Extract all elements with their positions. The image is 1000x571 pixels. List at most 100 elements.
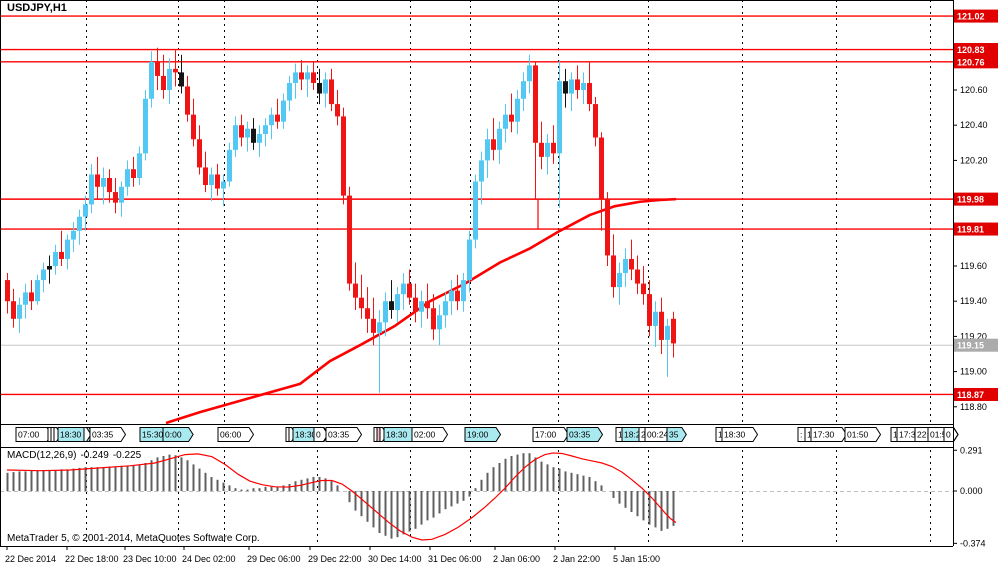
time-flag[interactable]: 17:00 xyxy=(532,427,570,442)
flag-time-label: 18:30 xyxy=(60,430,82,440)
candle-body xyxy=(503,114,508,129)
flag-time-label: 17:00 xyxy=(535,430,557,440)
flag-time-label: 03:35 xyxy=(328,430,350,440)
candle-body xyxy=(587,82,592,105)
candle-body xyxy=(77,216,82,231)
time-flag[interactable]: 01:50 xyxy=(844,427,882,442)
time-flag[interactable]: 07:00 xyxy=(15,427,53,442)
candle-body xyxy=(599,137,604,200)
candle-body xyxy=(209,174,214,186)
flag-time-label: 15:30 xyxy=(142,430,164,440)
price-badge-120.76-text: 120.76 xyxy=(957,57,985,67)
time-axis-label: 2 Jan 06:00 xyxy=(493,554,540,564)
time-flag[interactable]: 03:35 xyxy=(325,427,363,442)
time-flag[interactable] xyxy=(83,427,92,442)
candle-body xyxy=(347,195,352,284)
flag-time-label: 0:00 xyxy=(165,430,182,440)
candle-body xyxy=(377,322,382,333)
candles[interactable] xyxy=(5,47,676,393)
candle-body xyxy=(557,81,562,154)
macd-signal-value: -0.225 xyxy=(112,450,142,461)
price-axis-label: 118.80 xyxy=(960,402,987,412)
candle-body xyxy=(65,239,70,259)
candle-body xyxy=(455,290,460,302)
candle-body xyxy=(221,181,226,189)
flag-time-label: 1 xyxy=(893,430,898,440)
candle-body xyxy=(401,283,406,295)
time-flag[interactable]: 03:35 xyxy=(566,427,604,442)
current-price-badge-text: 119.15 xyxy=(957,341,984,351)
candle-body xyxy=(239,125,244,138)
time-flag[interactable]: 17:30 xyxy=(810,427,848,442)
candle-body xyxy=(425,301,430,309)
macd-panel[interactable] xyxy=(0,452,953,547)
flag-time-label: 00:24 xyxy=(647,430,669,440)
price-axis-label: 119.20 xyxy=(960,331,987,341)
price-axis-label: 120.60 xyxy=(960,85,988,95)
candle-body xyxy=(29,292,34,302)
candle-body xyxy=(155,61,160,76)
candle-body xyxy=(107,178,112,193)
candle-body xyxy=(167,68,172,90)
candle-body xyxy=(407,283,412,298)
candle-body xyxy=(563,81,568,94)
candle-body xyxy=(389,301,394,310)
current-price-badge: 119.15 xyxy=(954,338,998,352)
macd-axis-label: 0.291 xyxy=(960,445,983,455)
macd-signal-line xyxy=(6,452,677,541)
flag-time-label: 02:00 xyxy=(414,430,436,440)
candle-body xyxy=(227,149,232,182)
time-flag[interactable]: 06:00 xyxy=(217,427,255,442)
candle-body xyxy=(119,186,124,203)
time-axis[interactable]: 22 Dec 2014 22 Dec 18:00 23 Dec 10:00 24 De… xyxy=(5,546,660,564)
time-flag[interactable]: 19:00 xyxy=(464,427,502,442)
flag-time-label: 1 xyxy=(807,430,812,440)
candle-body xyxy=(527,65,532,82)
flag-time-label: 35 xyxy=(669,430,679,440)
candle-body xyxy=(581,82,586,90)
flag-time-label: 03:35 xyxy=(92,430,114,440)
time-axis-label: 30 Dec 14:00 xyxy=(368,554,422,564)
candle-body xyxy=(83,204,88,217)
price-axis-label: 120.40 xyxy=(960,120,988,130)
time-flag[interactable]: 0:00 xyxy=(162,427,194,442)
time-flag[interactable]: 0 xyxy=(943,427,959,442)
time-flag[interactable]: 18:30 xyxy=(721,427,759,442)
candle-body xyxy=(305,72,310,80)
candle-body xyxy=(551,142,556,154)
time-axis-label: 22 Dec 2014 xyxy=(5,554,56,564)
price-badge-118.87: 118.87 xyxy=(954,387,998,401)
candle-body xyxy=(203,167,208,186)
price-level-lines[interactable] xyxy=(0,15,953,396)
candle-body xyxy=(575,79,580,90)
candle-body xyxy=(113,192,118,203)
time-flag[interactable]: 03:35 xyxy=(89,427,127,442)
candle-body xyxy=(311,72,316,83)
flag-time-label: 19:00 xyxy=(467,430,489,440)
candle-body xyxy=(293,72,298,83)
candle-body xyxy=(479,160,484,182)
price-badge-121.02-text: 121.02 xyxy=(957,12,985,22)
candle-body xyxy=(413,297,418,312)
macd-axis-label: -0.374 xyxy=(960,538,986,548)
candle-body xyxy=(71,230,76,240)
macd-name: MACD(12,26,9) xyxy=(7,450,77,461)
candle-body xyxy=(251,128,256,143)
flag-time-label: 22: xyxy=(917,430,929,440)
candle-body xyxy=(161,75,166,90)
candle-body xyxy=(197,139,202,168)
candle-body xyxy=(461,280,466,302)
time-flag[interactable]: 35 xyxy=(666,427,687,442)
candle-body xyxy=(647,294,652,326)
candle-body xyxy=(569,79,574,94)
price-axis[interactable]: 121.00120.60120.40120.20119.60119.40119.… xyxy=(0,0,998,548)
flag-time-label: 17:3 xyxy=(899,430,916,440)
flag-time-label: 18:30 xyxy=(386,430,408,440)
candle-body xyxy=(173,68,178,73)
time-flag[interactable]: 02:00 xyxy=(411,427,449,442)
price-badge-119.81: 119.81 xyxy=(954,222,998,236)
candle-body xyxy=(329,79,334,105)
candle-body xyxy=(515,98,520,122)
